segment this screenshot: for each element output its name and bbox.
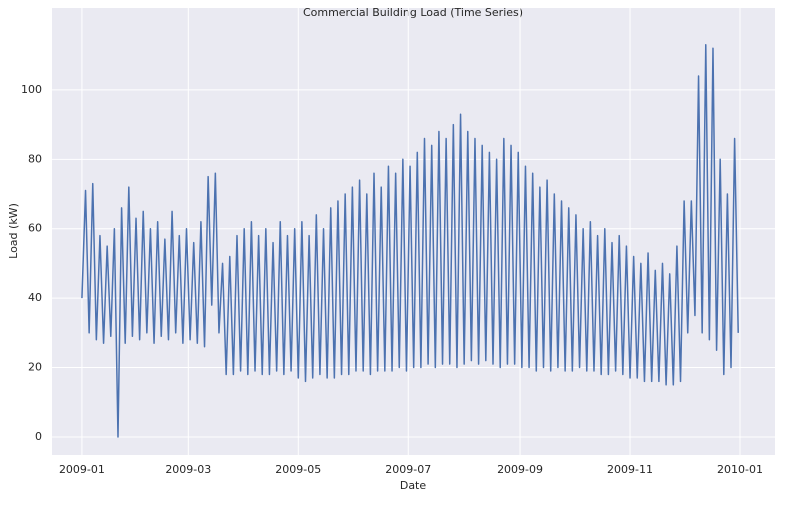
x-tick-label: 2009-07 [385, 463, 431, 476]
x-tick-label: 2009-09 [497, 463, 543, 476]
x-tick-label: 2009-05 [275, 463, 321, 476]
y-tick-label: 0 [35, 430, 42, 443]
series-line [81, 44, 739, 438]
x-tick-label: 2009-11 [607, 463, 653, 476]
y-tick-label: 100 [21, 83, 42, 96]
plot-area [52, 8, 775, 455]
y-tick-label: 60 [28, 222, 42, 235]
x-tick-label: 2009-03 [165, 463, 211, 476]
x-axis-label: Date [400, 479, 427, 492]
y-tick-label: 80 [28, 152, 42, 165]
chart-title: Commercial Building Load (Time Series) [303, 6, 523, 19]
x-tick-label: 2010-01 [717, 463, 763, 476]
x-tick-label: 2009-01 [59, 463, 105, 476]
y-tick-label: 20 [28, 361, 42, 374]
y-axis-label: Load (kW) [7, 203, 20, 259]
y-tick-label: 40 [28, 291, 42, 304]
